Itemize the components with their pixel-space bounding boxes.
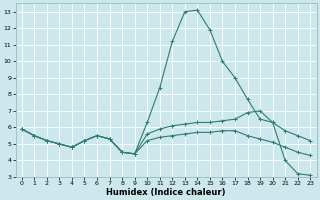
X-axis label: Humidex (Indice chaleur): Humidex (Indice chaleur) [106,188,226,197]
